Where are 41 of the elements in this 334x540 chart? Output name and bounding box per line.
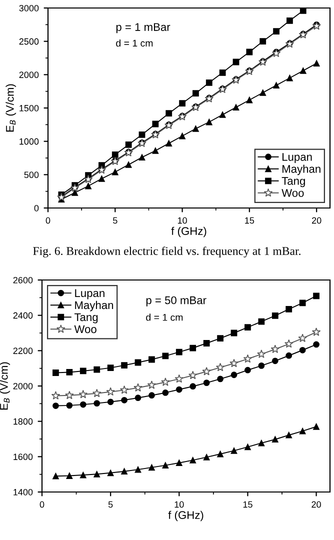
x-tick-label: 20: [312, 217, 322, 224]
legend-label: Lupan: [75, 289, 104, 300]
y-tick-label: 1600: [14, 454, 33, 460]
x-tick-label: 10: [174, 501, 184, 508]
y-tick-label: 0: [34, 204, 39, 212]
x-tick-label: 5: [112, 217, 118, 224]
x-tick-label: 0: [46, 217, 50, 224]
annotation: d = 1 cm: [116, 39, 153, 47]
y-tick-label: 2400: [13, 312, 33, 319]
legend-label: Mayhan: [282, 164, 320, 176]
y-tick-label: 1000: [20, 138, 39, 145]
y-tick-label: 2200: [13, 348, 33, 354]
y-tick-label: 500: [24, 172, 39, 178]
y-tick-label: 2600: [13, 276, 33, 284]
y-tick-label: 1400: [14, 488, 33, 496]
legend-label: Woo: [74, 325, 96, 334]
legend-label: Lupan: [282, 153, 312, 164]
annotation: p = 50 mBar: [146, 296, 206, 306]
x-tick-label: 20: [312, 501, 321, 508]
caption: Fig. 6. Breakdown electric field vs. frequency at 1 mBar.: [33, 246, 300, 258]
x-axis-title: f (GHz): [171, 226, 206, 238]
y-tick-label: 2000: [19, 72, 39, 78]
x-axis-title: f (GHz): [168, 510, 204, 522]
x-tick-label: 5: [108, 501, 113, 508]
x-tick-label: 15: [243, 501, 252, 508]
x-tick-label: 15: [245, 217, 254, 224]
y-tick-label: 2000: [13, 382, 33, 390]
legend-label: Woo: [282, 189, 304, 197]
y-tick-label: 1800: [14, 418, 33, 425]
annotation: d = 1 cm: [146, 314, 183, 321]
y-axis-title: E$_{B}$ (V/cm): [0, 362, 10, 410]
y-tick-label: 1500: [20, 104, 39, 112]
legend-label: Mayhan: [75, 300, 114, 312]
legend-label: Tang: [282, 177, 305, 188]
y-tick-label: 2500: [19, 38, 39, 45]
y-axis-title: E$_{B}$ (V/cm): [6, 84, 16, 132]
legend-label: Tang: [74, 313, 98, 324]
y-tick-label: 3000: [19, 4, 39, 12]
x-tick-label: 0: [40, 501, 44, 508]
annotation: p = 1 mBar: [116, 23, 170, 34]
x-tick-label: 10: [178, 217, 187, 224]
